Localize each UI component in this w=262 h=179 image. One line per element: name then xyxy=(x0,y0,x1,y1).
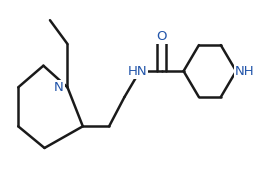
Text: N: N xyxy=(54,81,64,94)
Text: NH: NH xyxy=(235,65,255,78)
Text: HN: HN xyxy=(128,65,148,78)
Text: O: O xyxy=(156,30,167,43)
